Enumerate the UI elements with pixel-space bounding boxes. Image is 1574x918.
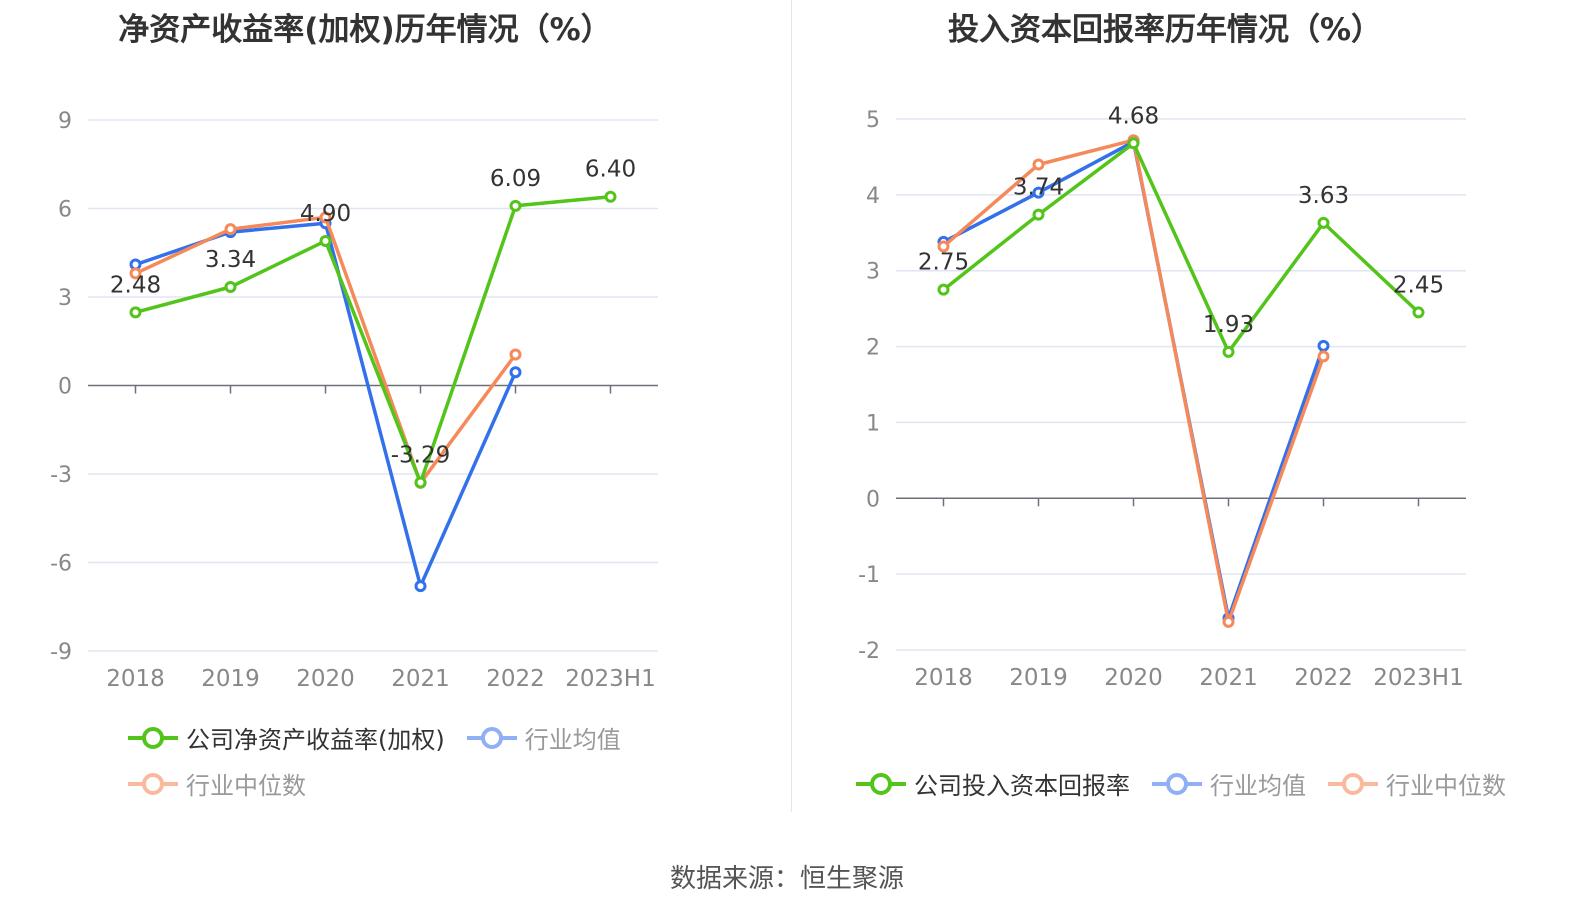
- legend-line-icon: [466, 726, 517, 749]
- data-point: [224, 223, 237, 236]
- data-point: [414, 580, 427, 593]
- data-point: [1317, 216, 1330, 229]
- data-label: 2.45: [1393, 272, 1444, 298]
- data-point: [1222, 615, 1235, 628]
- x-tick-label: 2019: [201, 666, 260, 692]
- x-tick-label: 2022: [486, 666, 545, 692]
- series-line: [942, 141, 1420, 354]
- legend-label: 行业中位数: [1386, 772, 1506, 800]
- data-point: [224, 280, 237, 293]
- y-tick-label: 0: [866, 487, 880, 512]
- data-point: [1032, 208, 1045, 221]
- legend-label: 行业中位数: [186, 772, 306, 800]
- x-tick-label: 2023H1: [565, 666, 655, 692]
- x-tick-label: 2022: [1294, 665, 1353, 691]
- data-label: 4.90: [300, 201, 351, 227]
- y-tick-label: 4: [866, 184, 880, 209]
- y-tick-label: 3: [58, 286, 72, 311]
- y-tick-label: -9: [50, 640, 72, 665]
- data-point: [1032, 186, 1045, 199]
- x-tick-label: 2018: [106, 666, 165, 692]
- legend-left: 公司净资产收益率(加权) 行业均值: [128, 720, 643, 755]
- x-tick-label: 2021: [1199, 665, 1258, 691]
- data-label: 2.75: [918, 250, 969, 276]
- legend-item-company-roe[interactable]: 公司净资产收益率(加权): [128, 720, 445, 755]
- data-point: [509, 366, 522, 379]
- data-point: [509, 348, 522, 361]
- data-point: [509, 199, 522, 212]
- y-tick-label: -6: [50, 552, 72, 577]
- data-point: [1222, 345, 1235, 358]
- data-label: -3.29: [391, 443, 451, 469]
- divider: [791, 0, 792, 812]
- data-point: [1032, 158, 1045, 171]
- legend-line-icon: [1328, 772, 1378, 795]
- data-point: [1127, 137, 1140, 150]
- legend-line-icon: [128, 726, 178, 749]
- data-source: 数据来源：恒生聚源: [669, 864, 904, 894]
- legend-item-industry-mean[interactable]: 行业均值: [1152, 766, 1306, 801]
- x-tick-label: 2019: [1009, 665, 1068, 691]
- data-label: 4.68: [1108, 103, 1159, 129]
- x-tick-label: 2021: [391, 666, 450, 692]
- y-tick-label: 0: [58, 375, 72, 400]
- legend-item-industry-mean[interactable]: 行业均值: [466, 720, 621, 755]
- x-tick-label: 2020: [1104, 665, 1163, 691]
- legend-line-icon: [856, 772, 906, 795]
- legend-item-industry-median[interactable]: 行业中位数: [1328, 766, 1506, 801]
- legend-line-icon: [1152, 772, 1202, 795]
- legend-label: 行业均值: [1210, 772, 1306, 800]
- data-point: [1317, 339, 1330, 352]
- y-tick-label: 6: [58, 198, 72, 223]
- data-point: [129, 267, 142, 280]
- legend-label: 行业均值: [524, 726, 621, 754]
- legend-left-row2: 行业中位数: [128, 766, 328, 801]
- y-tick-label: 1: [866, 411, 880, 436]
- y-tick-label: -3: [50, 463, 72, 488]
- legend-label: 公司投入资本回报率: [914, 772, 1130, 800]
- legend-item-company-roic[interactable]: 公司投入资本回报率: [856, 766, 1130, 801]
- y-tick-label: 2: [866, 336, 880, 361]
- data-label: 3.63: [1298, 183, 1349, 209]
- legend-item-industry-median[interactable]: 行业中位数: [128, 766, 306, 801]
- data-point: [937, 240, 950, 253]
- y-tick-label: 3: [866, 260, 880, 285]
- y-tick-label: -2: [858, 639, 880, 664]
- data-point: [319, 211, 332, 224]
- y-tick-label: 5: [866, 108, 880, 133]
- data-point: [1317, 350, 1330, 363]
- data-point: [937, 283, 950, 296]
- data-label: 6.09: [490, 166, 541, 192]
- chart-title-right: 投入资本回报率历年情况（%）: [947, 12, 1383, 48]
- data-point: [1412, 306, 1425, 319]
- y-tick-label: 9: [58, 109, 72, 134]
- series-line: [942, 140, 1326, 620]
- chart-left: 9 6 3 0 -3 -6 -9 2018 2019 2020 2021 2022 2023H1 2.48…: [50, 109, 658, 692]
- data-label: 2.48: [110, 272, 161, 298]
- data-point: [604, 190, 617, 203]
- chart-right: 5 4 3 2 1 0 -1 -2 2018 2019 2020 2021 2022 2023H1 2.75…: [858, 103, 1466, 691]
- legend-label: 公司净资产收益率(加权): [186, 726, 445, 754]
- x-tick-label: 2018: [914, 665, 973, 691]
- data-point: [414, 476, 427, 489]
- legend-right: 公司投入资本回报率 行业均值 行业中位数: [856, 766, 1528, 801]
- data-label: 3.34: [205, 247, 256, 273]
- data-point: [129, 306, 142, 319]
- x-tick-label: 2023H1: [1373, 665, 1463, 691]
- data-label: 1.93: [1203, 312, 1254, 338]
- data-label: 6.40: [585, 157, 636, 183]
- data-point: [319, 234, 332, 247]
- data-label: 3.74: [1013, 175, 1064, 201]
- y-tick-label: -1: [858, 563, 880, 588]
- chart-title-left: 净资产收益率(加权)历年情况（%）: [118, 12, 612, 48]
- x-tick-label: 2020: [296, 666, 355, 692]
- legend-line-icon: [128, 772, 178, 795]
- series-line: [135, 194, 611, 485]
